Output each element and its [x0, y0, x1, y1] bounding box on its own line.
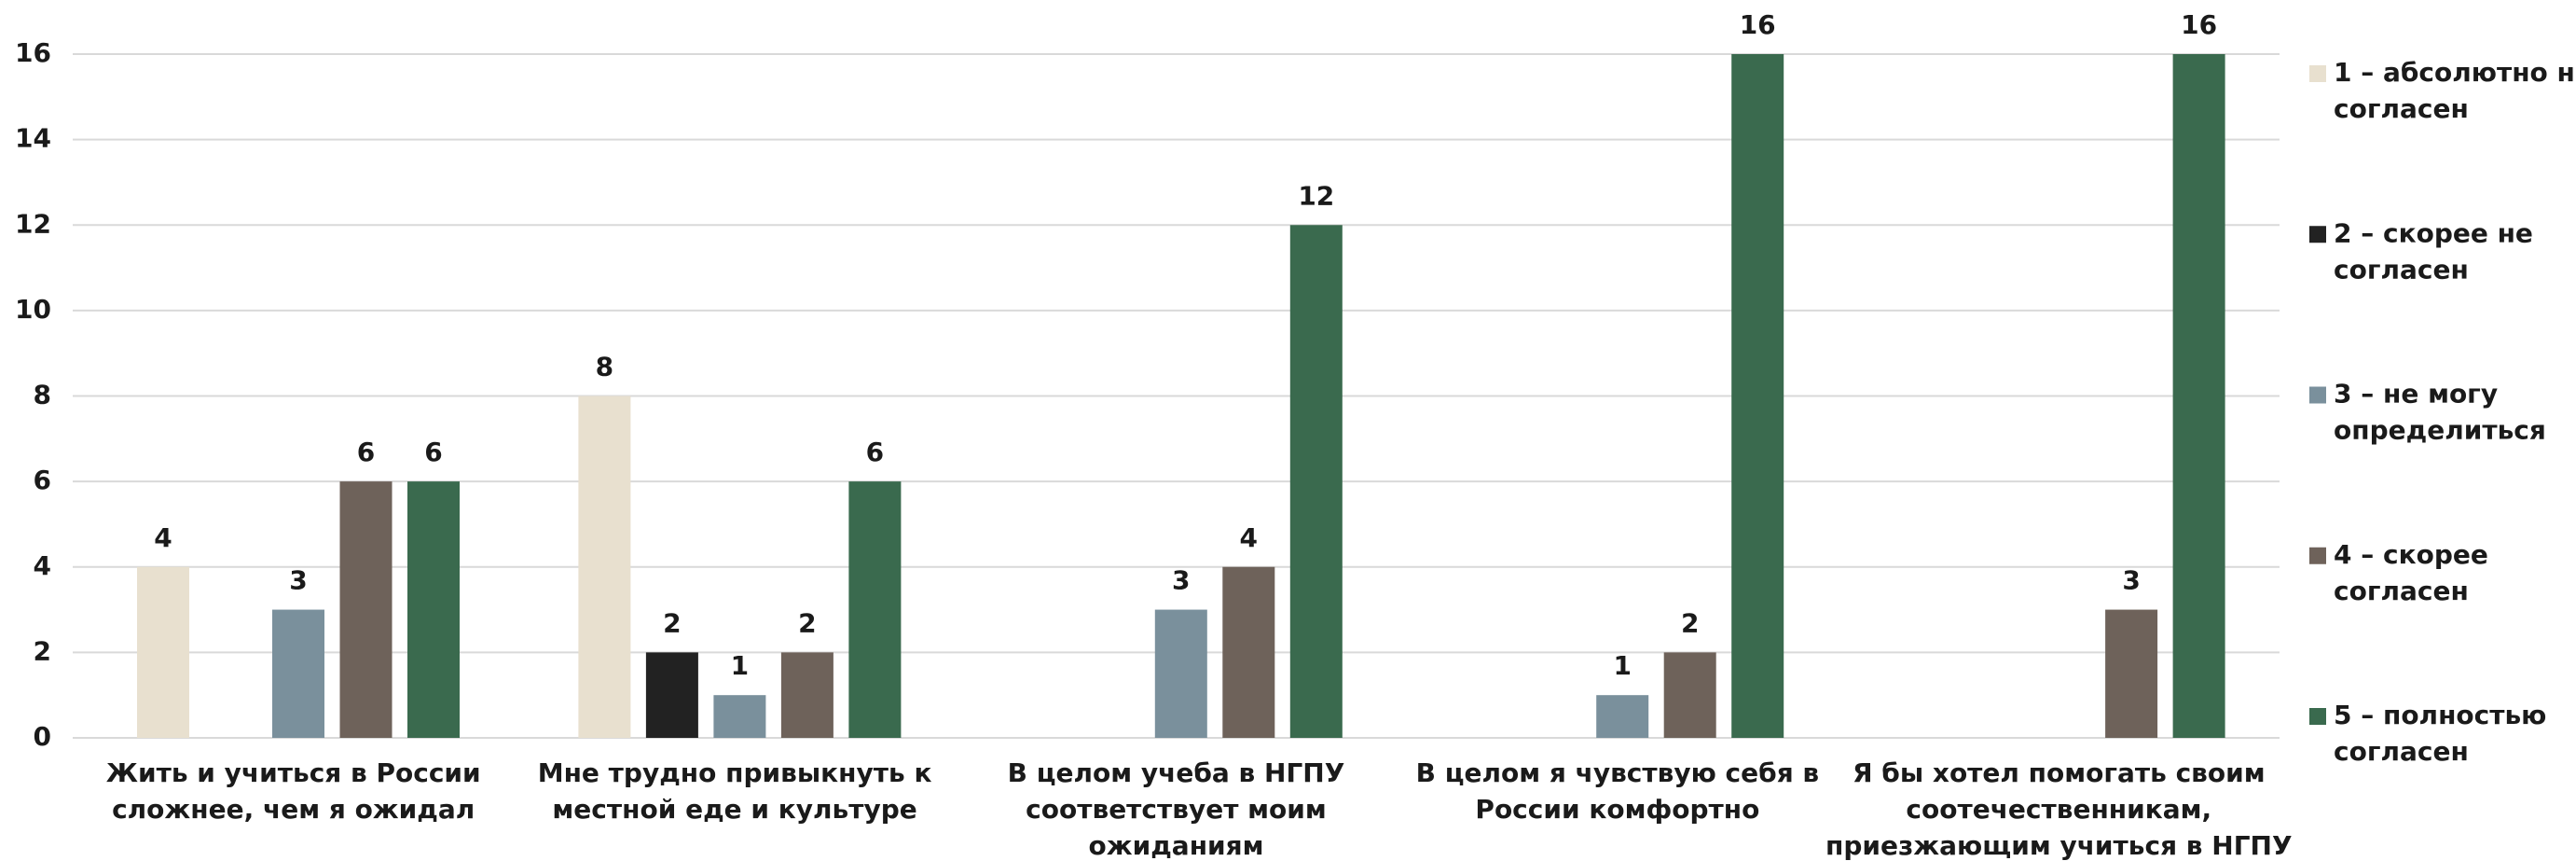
x-tick-label: В целом я чувствую себя в России комфортн…	[1416, 757, 1819, 825]
legend-label: 1 – абсолютно не согласен	[2334, 57, 2576, 124]
legend-swatch	[2309, 708, 2326, 725]
x-tick-label: В целом учеба в НГПУ соответствует моим ож…	[1008, 757, 1345, 861]
data-label: 16	[1740, 9, 1776, 40]
x-tick-label: Жить и учиться в России сложнее, чем я ож…	[106, 757, 481, 825]
bar	[407, 481, 460, 738]
y-tick-label: 2	[34, 635, 51, 666]
data-label: 3	[2122, 565, 2140, 596]
legend-swatch	[2309, 386, 2326, 404]
x-tick-label: Мне трудно привыкнуть к местной еде и кул…	[538, 757, 932, 825]
data-label: 3	[289, 565, 307, 596]
bar	[272, 609, 324, 738]
x-tick-label: Я бы хотел помогать своим соотечественник…	[1825, 757, 2293, 861]
bar	[339, 481, 393, 738]
bar	[1731, 54, 1784, 738]
data-label: 2	[798, 607, 816, 638]
data-label: 8	[596, 352, 613, 382]
bar	[578, 396, 631, 738]
legend-label: 5 – полностью согласен	[2334, 700, 2546, 767]
legend-label: 3 – не могу определиться	[2334, 379, 2546, 446]
data-label: 16	[2181, 9, 2217, 40]
data-label: 2	[663, 607, 681, 638]
bar	[1596, 695, 1649, 738]
data-label: 3	[1172, 565, 1190, 596]
bar	[1154, 609, 1207, 738]
bar	[1222, 566, 1275, 738]
bar	[780, 652, 833, 738]
data-label: 1	[731, 650, 749, 681]
y-tick-label: 16	[15, 37, 51, 68]
data-label: 4	[1240, 522, 1258, 553]
y-tick-label: 8	[34, 380, 51, 410]
data-label: 6	[866, 437, 884, 467]
legend-label: 4 – скорее согласен	[2334, 539, 2488, 606]
legend-label: 2 – скорее не согласен	[2334, 217, 2533, 285]
y-tick-label: 4	[34, 550, 51, 581]
legend-swatch	[2309, 65, 2326, 82]
y-tick-label: 0	[34, 721, 51, 752]
y-tick-label: 6	[34, 465, 51, 495]
y-tick-label: 14	[15, 123, 51, 154]
legend-swatch	[2309, 226, 2326, 243]
data-label: 1	[1613, 650, 1631, 681]
y-tick-label: 12	[15, 208, 51, 239]
bar	[2105, 609, 2158, 738]
data-label: 6	[424, 437, 442, 467]
bar	[1289, 225, 1343, 738]
data-label: 12	[1298, 180, 1334, 211]
data-label: 4	[154, 522, 172, 553]
data-label: 6	[357, 437, 375, 467]
bar	[137, 566, 189, 738]
legend-swatch	[2309, 547, 2326, 564]
bar	[713, 695, 766, 738]
bar	[1663, 652, 1716, 738]
bar	[645, 652, 698, 738]
bar	[2172, 54, 2225, 738]
bar	[848, 481, 902, 738]
y-tick-label: 10	[15, 294, 51, 325]
data-label: 2	[1681, 607, 1699, 638]
